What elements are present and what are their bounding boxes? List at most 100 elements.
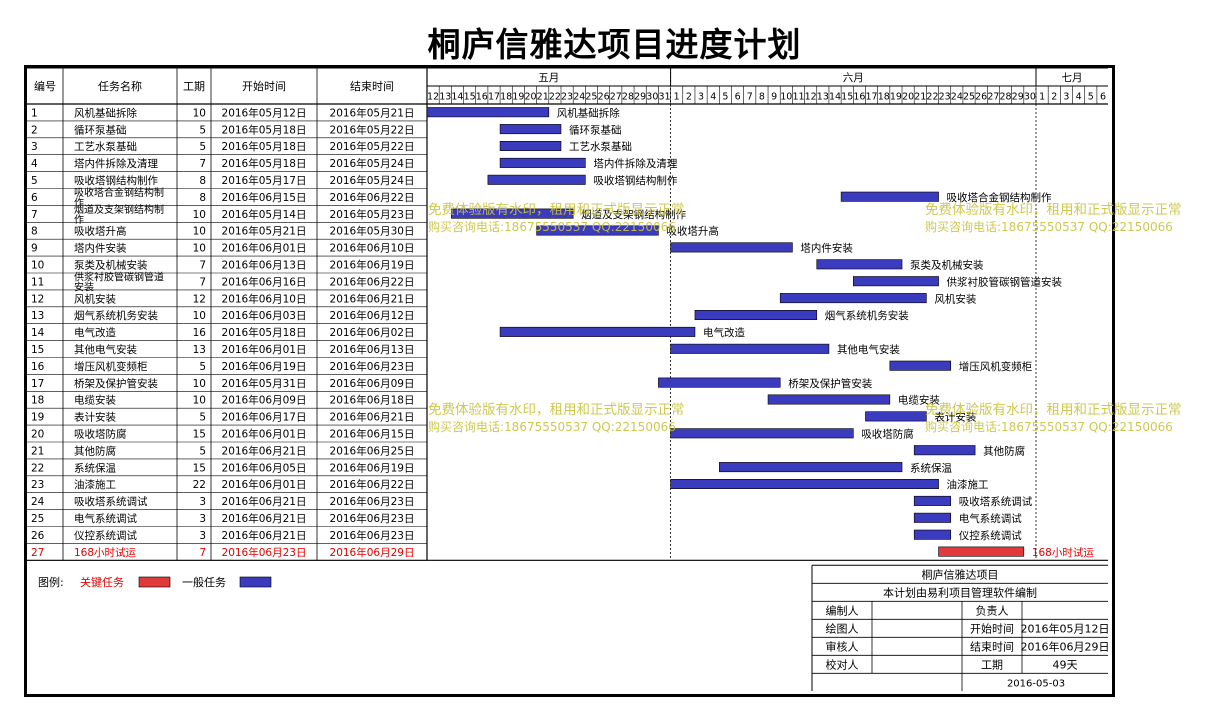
task-name: 风机安装 — [74, 292, 116, 305]
day-label: 20 — [902, 92, 914, 103]
task-end: 2016年06月18日 — [330, 394, 415, 407]
task-start: 2016年05月14日 — [222, 208, 307, 221]
task-duration: 3 — [199, 496, 206, 508]
task-end: 2016年06月21日 — [330, 292, 415, 305]
info-software: 本计划由易利项目管理软件编制 — [883, 585, 1037, 599]
task-duration: 7 — [199, 547, 206, 559]
task-bar — [499, 157, 586, 168]
task-id: 7 — [31, 209, 38, 221]
task-duration: 16 — [193, 327, 207, 339]
task-name: 其他电气安装 — [74, 343, 137, 356]
critical-task-bar — [938, 546, 1025, 557]
task-id: 8 — [31, 226, 38, 238]
task-bar — [840, 191, 939, 202]
day-label: 14 — [451, 92, 463, 103]
task-start: 2016年05月17日 — [222, 174, 307, 187]
task-id: 24 — [31, 496, 45, 508]
day-label: 6 — [735, 92, 741, 103]
day-label: 4 — [1076, 92, 1082, 103]
task-duration: 15 — [193, 462, 206, 474]
watermark-text: 免费体验版有水印，租用和正式版显示正常 — [925, 202, 1182, 218]
task-end: 2016年06月19日 — [330, 461, 415, 474]
task-name: 表计安装 — [74, 411, 116, 424]
bar-label: 油漆施工 — [947, 478, 989, 491]
day-label: 28 — [1000, 92, 1012, 103]
legend-critical-label: 关键任务 — [80, 575, 124, 589]
task-end: 2016年05月24日 — [330, 174, 415, 187]
day-label: 2 — [1051, 92, 1057, 103]
task-end: 2016年06月15日 — [330, 428, 415, 441]
task-bar — [694, 309, 818, 320]
task-bar — [426, 107, 550, 118]
task-duration: 10 — [193, 226, 206, 238]
watermark-text: 购买咨询电话:18675550537 QQ:22150066 — [925, 419, 1173, 434]
month-label: 六月 — [843, 72, 864, 84]
day-label: 22 — [926, 92, 938, 103]
task-end: 2016年05月21日 — [330, 106, 415, 119]
bar-label: 工艺水泵基础 — [569, 140, 632, 153]
bar-label: 表计安装 — [934, 411, 976, 424]
bar-label: 循环泵基础 — [569, 123, 622, 136]
task-bar — [779, 293, 927, 304]
task-name: 电气系统调试 — [74, 512, 137, 525]
bar-label: 168小时试运 — [1032, 547, 1095, 559]
day-label: 11 — [792, 92, 804, 103]
bar-label: 吸收塔防腐 — [861, 428, 914, 441]
task-start: 2016年06月21日 — [222, 512, 307, 525]
task-duration: 3 — [199, 513, 206, 525]
task-name: 供浆衬胶管碳钢管道安装 — [74, 271, 164, 294]
info-cell: 2016年05月12日 — [1021, 621, 1110, 635]
task-duration: 8 — [199, 192, 206, 204]
day-label: 9 — [771, 92, 777, 103]
column-header: 结束时间 — [350, 80, 394, 93]
bar-label: 吸收塔钢结构制作 — [593, 174, 677, 187]
task-name: 烟气系统机务安装 — [74, 309, 158, 322]
task-start: 2016年06月10日 — [222, 292, 307, 305]
task-end: 2016年05月22日 — [330, 140, 415, 153]
column-header: 编号 — [34, 79, 56, 93]
day-label: 23 — [561, 92, 573, 103]
day-label: 26 — [598, 92, 610, 103]
task-name: 油漆施工 — [74, 478, 116, 491]
task-duration: 3 — [199, 530, 206, 542]
task-bar — [913, 445, 976, 456]
task-id: 12 — [31, 293, 44, 305]
task-start: 2016年06月01日 — [222, 343, 307, 356]
task-bar — [499, 326, 696, 337]
day-label: 20 — [524, 92, 536, 103]
bar-label: 风机基础拆除 — [557, 106, 620, 119]
task-end: 2016年06月19日 — [330, 259, 415, 272]
task-bar — [913, 512, 952, 523]
task-bar — [670, 343, 830, 354]
task-id: 21 — [31, 445, 44, 457]
task-id: 16 — [31, 361, 45, 373]
day-label: 17 — [488, 92, 500, 103]
task-name: 循环泵基础 — [74, 123, 127, 136]
task-end: 2016年06月23日 — [330, 512, 415, 525]
bar-label: 其他防腐 — [983, 444, 1025, 457]
task-id: 15 — [31, 344, 44, 356]
task-start: 2016年06月13日 — [222, 259, 307, 272]
task-end: 2016年06月21日 — [330, 411, 415, 424]
info-project: 桐庐信雅达项目 — [922, 567, 999, 581]
task-start: 2016年06月05日 — [222, 461, 307, 474]
bar-label: 电气改造 — [703, 326, 745, 339]
task-name: 烟道及支架钢结构制作 — [74, 203, 164, 226]
task-duration: 5 — [199, 124, 206, 136]
info-cell: 编制人 — [826, 603, 859, 617]
day-label: 2 — [686, 92, 692, 103]
page-title: 桐庐信雅达项目进度计划 — [427, 25, 802, 64]
task-duration: 10 — [193, 243, 206, 255]
task-duration: 10 — [193, 310, 206, 322]
task-start: 2016年05月18日 — [222, 326, 307, 339]
task-duration: 7 — [199, 158, 206, 170]
task-duration: 5 — [199, 412, 206, 424]
task-start: 2016年06月16日 — [222, 275, 307, 288]
day-label: 25 — [585, 92, 597, 103]
bar-label: 供浆衬胶管碳钢管道安装 — [947, 275, 1063, 288]
task-start: 2016年05月21日 — [222, 225, 307, 238]
task-end: 2016年06月22日 — [330, 191, 415, 204]
task-bar — [670, 478, 939, 489]
bar-label: 电气系统调试 — [959, 512, 1022, 525]
task-bar — [889, 360, 952, 371]
